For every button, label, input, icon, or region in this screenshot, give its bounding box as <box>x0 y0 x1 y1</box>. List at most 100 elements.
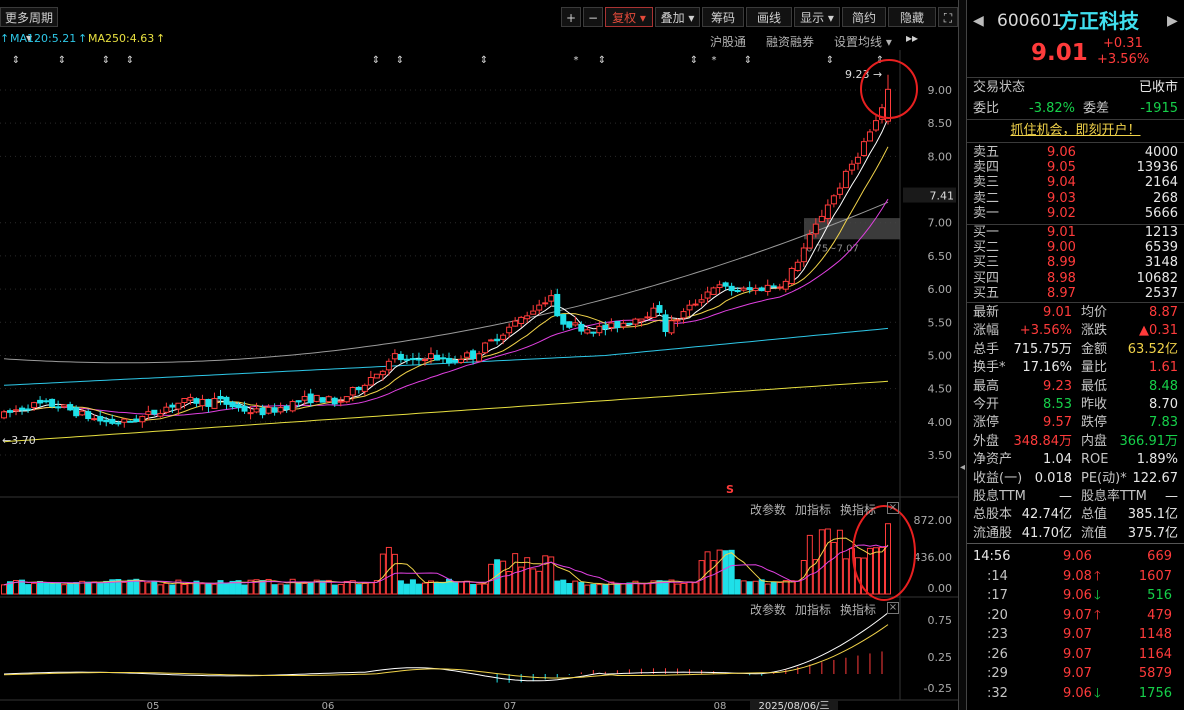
ma120-legend: MA120:5.21 <box>10 32 77 45</box>
candle-body <box>446 357 453 363</box>
panel-splitter[interactable]: ◂ <box>958 0 967 710</box>
stat-label: 跌停 <box>1081 415 1108 431</box>
candle-body <box>91 418 98 421</box>
macd-switch-indicator-button[interactable]: 换指标 <box>840 603 877 617</box>
volume-bar <box>163 582 170 595</box>
volume-bar <box>842 558 849 595</box>
candle-body <box>836 187 843 195</box>
volume-bar <box>482 583 489 595</box>
candle-body <box>391 353 398 360</box>
stats-row: 收益(一) 0.018 PE(动)* 122.67 <box>967 470 1184 488</box>
volume-bar <box>788 580 795 595</box>
tick-row: :20 9.07 🡑 479 <box>967 607 1184 625</box>
volume-bar <box>458 581 465 595</box>
rzrq-link[interactable]: 融资融券 <box>766 35 815 49</box>
volume-bar <box>674 583 681 595</box>
buy-order-row[interactable]: 买三 8.99 3148 <box>967 255 1184 270</box>
toolbar-button-4[interactable]: 筹码 <box>702 7 744 27</box>
candle-body <box>397 353 404 361</box>
price-tick-label: 6.00 <box>928 283 953 296</box>
candle-body <box>301 395 308 401</box>
sell-order-row[interactable]: 卖五 9.06 4000 <box>967 145 1184 160</box>
set-ma-link[interactable]: 设置均线 ▾ <box>834 35 892 49</box>
sell-order-row[interactable]: 卖二 9.03 268 <box>967 191 1184 206</box>
toolbar-button-3[interactable]: 叠加 ▾ <box>655 7 700 27</box>
candle-body <box>169 404 176 408</box>
current-price-tag <box>903 187 956 203</box>
candle-body <box>337 400 344 403</box>
candle-body <box>49 398 56 407</box>
volume-bar <box>337 583 344 595</box>
volume-bar <box>373 580 380 595</box>
promo-link[interactable]: 抓住机会，即刻开户！ <box>1010 123 1141 138</box>
toolbar-button-8[interactable]: 隐藏 ▸▸ <box>888 7 936 45</box>
low-price-label: ←3.70 <box>2 434 36 447</box>
kline-chart-area[interactable]: 更多周期 ▾ + − 复权 ▾ 叠加 ▾ 筹码 画线 显示 ▾ 简约 隐藏 ▸▸ ⛶ ↑ MA12… <box>0 0 958 710</box>
sell-order-row[interactable]: 卖四 9.05 13936 <box>967 160 1184 175</box>
buy-order-label: 买四 <box>973 270 1000 286</box>
tick-volume: 669 <box>1147 549 1172 564</box>
candle-body <box>590 331 597 334</box>
candle-body <box>307 393 314 404</box>
toolbar-button-0[interactable]: + <box>561 7 581 27</box>
candle-body <box>247 412 254 415</box>
toolbar-button-9[interactable]: ⛶ <box>938 7 958 27</box>
macd-change-param-button[interactable]: 改参数 <box>750 603 787 617</box>
toolbar-button-2[interactable]: 复权 ▾ <box>605 7 653 27</box>
volume-bar <box>223 582 230 595</box>
macd-add-indicator-button[interactable]: 加指标 <box>795 603 832 617</box>
buy-order-row[interactable]: 买一 9.01 1213 <box>967 225 1184 240</box>
volume-bar <box>518 566 525 595</box>
candle-body <box>355 386 362 391</box>
buy-order-row[interactable]: 买五 8.97 2537 <box>967 286 1184 301</box>
collapse-arrow-icon[interactable]: ◂ <box>960 462 966 473</box>
volume-bar <box>301 582 308 595</box>
candle-body <box>638 318 645 322</box>
volume-bar <box>229 580 236 595</box>
volume-bar <box>872 547 879 595</box>
vol-add-indicator-button[interactable]: 加指标 <box>795 503 832 517</box>
vol-switch-indicator-button[interactable]: 换指标 <box>840 503 877 517</box>
toolbar-button-5[interactable]: 画线 <box>746 7 792 27</box>
buy-order-row[interactable]: 买四 8.98 10682 <box>967 271 1184 286</box>
vol-change-param-button[interactable]: 改参数 <box>750 503 787 517</box>
volume-bar <box>536 570 543 595</box>
period-label: 更多周期 <box>5 11 54 25</box>
candle-body <box>289 401 296 412</box>
volume-bar <box>67 582 74 595</box>
toolbar-button-6[interactable]: 显示 ▾ <box>794 7 840 27</box>
sell-order-row[interactable]: 卖三 9.04 2164 <box>967 175 1184 190</box>
volume-bar <box>554 580 561 595</box>
candle-body <box>476 353 483 362</box>
volume-bar <box>596 584 603 595</box>
tick-price: 9.06 <box>1063 588 1092 603</box>
tick-time: :32 <box>987 685 1008 701</box>
volume-bar <box>794 580 801 595</box>
macd-close-icon[interactable]: × <box>887 602 899 614</box>
buy-order-price: 8.99 <box>1047 255 1076 271</box>
tick-volume: 5879 <box>1138 666 1172 681</box>
buy-order-label: 买三 <box>973 255 1000 271</box>
volume-bar <box>127 579 134 595</box>
buy-order-row[interactable]: 买二 9.00 6539 <box>967 240 1184 255</box>
volume-bar <box>379 553 386 595</box>
stat-value: 9.57 <box>1043 415 1072 431</box>
volume-bar <box>439 581 446 595</box>
prev-stock-icon[interactable]: ◀ <box>973 13 984 29</box>
candle-body <box>79 410 86 416</box>
candle-body <box>271 407 278 413</box>
volume-bar <box>43 582 50 595</box>
next-stock-icon[interactable]: ▶ <box>1167 13 1178 29</box>
toolbar-button-1[interactable]: − <box>583 7 603 27</box>
sell-order-price: 9.02 <box>1047 205 1076 221</box>
vol-close-icon[interactable]: × <box>887 502 899 514</box>
volume-bar <box>758 579 765 595</box>
hugutong-link[interactable]: 沪股通 <box>710 35 747 49</box>
candle-body <box>692 303 699 306</box>
volume-bar <box>452 581 459 595</box>
period-dropdown[interactable]: 更多周期 ▾ <box>0 7 58 45</box>
ma-up-arrow-icon: ↑ <box>156 32 166 45</box>
macd-dif-line <box>3 612 889 682</box>
sell-order-row[interactable]: 卖一 9.02 5666 <box>967 206 1184 221</box>
toolbar-button-7[interactable]: 简约 <box>842 7 886 27</box>
